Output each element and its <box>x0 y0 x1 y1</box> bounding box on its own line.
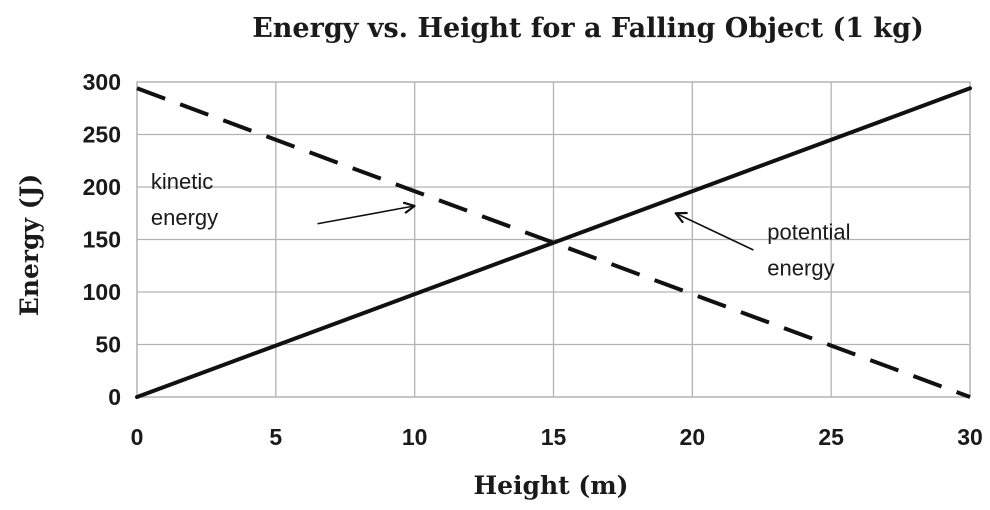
series-line-kinetic-energy <box>136 86 971 399</box>
y-tick-label-200: 200 <box>83 174 121 200</box>
annotation-arrow-kinetic-energy <box>317 206 414 225</box>
x-tick-label-30: 30 <box>957 424 983 450</box>
y-tick-label-300: 300 <box>83 69 121 95</box>
x-tick-label-25: 25 <box>818 424 844 450</box>
annotation-kinetic-energy-line-1: kinetic <box>151 169 213 194</box>
annotation-potential-energy-line-2: energy <box>767 256 834 281</box>
x-axis-label: Height (m) <box>473 471 628 500</box>
annotation-potential-energy-line-1: potential <box>767 220 850 245</box>
annotation-kinetic-energy-line-2: energy <box>151 205 218 230</box>
series-line-potential-energy <box>135 86 972 399</box>
y-tick-label-100: 100 <box>83 279 121 305</box>
x-tick-label-10: 10 <box>402 424 428 450</box>
x-tick-label-5: 5 <box>269 424 282 450</box>
y-tick-label-250: 250 <box>83 122 121 148</box>
y-tick-label-50: 50 <box>95 332 121 358</box>
x-tick-label-0: 0 <box>131 424 144 450</box>
chart-title: Energy vs. Height for a Falling Object (… <box>252 13 924 44</box>
y-axis-label: Energy (J) <box>15 174 44 317</box>
x-tick-label-15: 15 <box>541 424 567 450</box>
series-layer <box>135 86 972 399</box>
annotations: kinetic energy potential energy <box>151 169 851 280</box>
y-tick-label-150: 150 <box>83 227 121 253</box>
plot-area-border <box>136 81 971 398</box>
y-tick-label-0: 0 <box>108 384 121 410</box>
x-tick-label-20: 20 <box>680 424 706 450</box>
annotation-arrow-potential-energy <box>676 213 754 251</box>
